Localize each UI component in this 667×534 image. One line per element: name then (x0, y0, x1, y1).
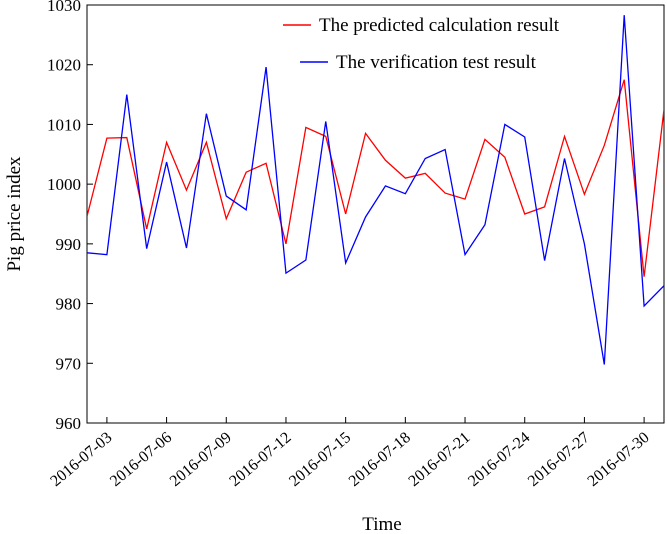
x-tick-label: 2016-07-30 (585, 429, 653, 490)
x-tick-label: 2016-07-21 (405, 429, 473, 490)
y-tick-label: 1000 (47, 175, 81, 194)
x-tick-label: 2016-07-03 (47, 429, 115, 490)
x-tick-label: 2016-07-06 (107, 429, 175, 490)
x-tick-label: 2016-07-18 (346, 429, 414, 490)
x-axis-label: Time (362, 514, 401, 534)
data-line (87, 79, 664, 277)
y-tick-label: 1030 (47, 0, 81, 15)
plot-lines (87, 15, 664, 365)
y-tick-label: 960 (56, 414, 82, 433)
x-tick-label: 2016-07-15 (286, 429, 354, 490)
data-line (87, 15, 664, 365)
legend-label: The predicted calculation result (319, 15, 560, 36)
y-tick-label: 1020 (47, 56, 81, 75)
x-tick-label: 2016-07-27 (525, 429, 593, 490)
x-tick-label: 2016-07-12 (226, 429, 294, 490)
legend-label: The verification test result (336, 52, 537, 73)
y-tick-label: 990 (56, 235, 82, 254)
y-axis-label: Pig price index (4, 156, 25, 272)
y-tick-label: 970 (56, 354, 82, 373)
y-tick-label: 1010 (47, 115, 81, 134)
x-tick-label: 2016-07-09 (167, 429, 235, 490)
x-tick-label: 2016-07-24 (465, 429, 533, 490)
y-tick-label: 980 (56, 295, 82, 314)
